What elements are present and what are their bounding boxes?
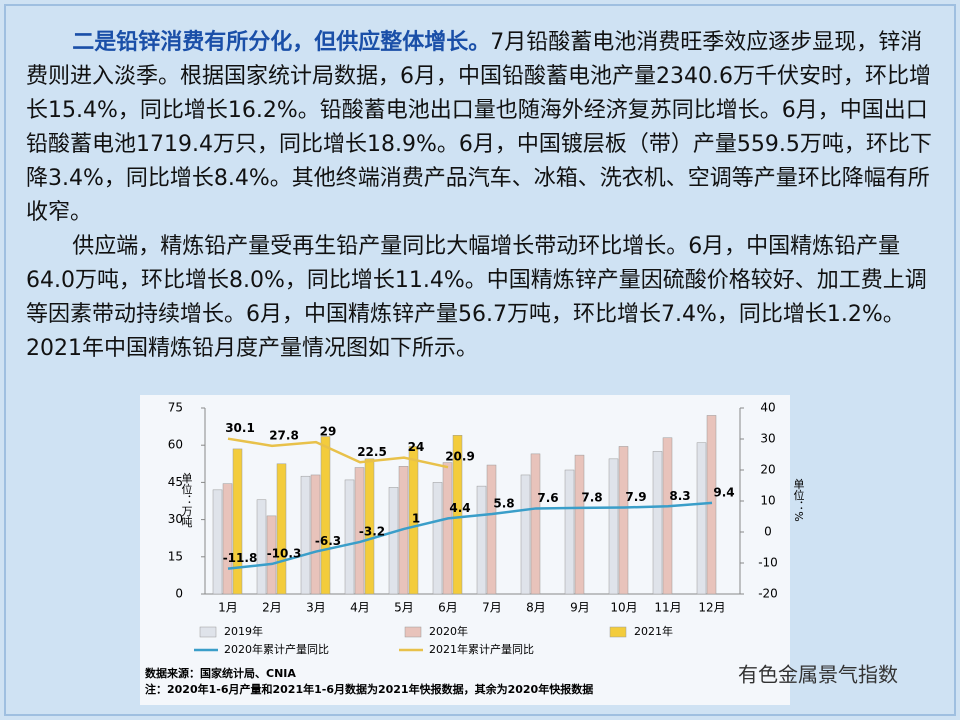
y-tick-label: 30 <box>168 512 183 526</box>
legend-label: 2021年 <box>634 624 673 638</box>
bar <box>652 451 663 595</box>
line <box>227 437 449 469</box>
bar <box>300 475 311 595</box>
bar <box>530 453 541 595</box>
data-label: 1 <box>412 511 420 525</box>
frame <box>4 4 956 716</box>
source: 数据来源：国家统计局、CNIA <box>145 666 296 680</box>
legend-label: 2020年累计产量同比 <box>224 642 329 656</box>
bar <box>696 442 707 595</box>
x-tick-label: 8月 <box>526 601 546 615</box>
bar <box>476 485 487 595</box>
y2-axis-label: 单位：% <box>792 478 805 522</box>
bar <box>574 454 585 595</box>
x-tick-label: 12月 <box>698 601 725 615</box>
bar <box>320 436 331 595</box>
x-tick-label: 6月 <box>438 601 458 615</box>
data-label: 29 <box>320 425 337 439</box>
x-tick-label: 2月 <box>262 601 282 615</box>
x-tick-label: 4月 <box>350 601 370 615</box>
x-tick-label: 5月 <box>394 601 414 615</box>
data-label: 8.3 <box>669 489 690 503</box>
x-tick-label: 11月 <box>654 601 681 615</box>
data-label: 20.9 <box>445 450 475 464</box>
bar <box>256 499 267 595</box>
bar <box>222 483 233 595</box>
y2-tick-label: 30 <box>760 432 775 446</box>
y2-tick-label: -20 <box>758 587 778 601</box>
bar <box>618 446 629 595</box>
legend-swatch <box>609 626 627 638</box>
y2-tick-label: 40 <box>760 401 775 415</box>
y-tick-label: 45 <box>168 475 183 489</box>
x-tick-label: 3月 <box>306 601 326 615</box>
bar <box>388 487 399 595</box>
bar <box>608 458 619 595</box>
bar <box>520 474 531 595</box>
y2-tick-label: 0 <box>764 525 772 539</box>
data-label: 7.9 <box>625 490 646 504</box>
text-body: 二是铅锌消费有所分化，但供应整体增长。7月铅酸蓄电池消费旺季效应逐步显现，锌消费… <box>26 26 936 366</box>
bar <box>364 458 375 595</box>
bar <box>212 489 223 595</box>
line <box>227 501 713 570</box>
y2-tick-label: 20 <box>760 463 775 477</box>
legend-label: 2020年 <box>429 624 468 638</box>
data-label: 27.8 <box>269 428 299 442</box>
watermark: 有色金属景气指数 <box>738 663 898 687</box>
y2-tick-label: 10 <box>760 494 775 508</box>
legend-label: 2021年累计产量同比 <box>429 642 534 656</box>
x-tick-label: 7月 <box>482 601 502 615</box>
data-label: 24 <box>408 440 425 454</box>
bar <box>408 446 419 595</box>
x-tick-label: 10月 <box>610 601 637 615</box>
data-label: -11.8 <box>223 551 258 565</box>
data-label: 7.6 <box>537 491 558 505</box>
legend-swatch <box>199 626 217 638</box>
y-tick-label: 0 <box>175 587 183 601</box>
chart-background <box>140 395 790 705</box>
data-label: 30.1 <box>225 421 255 435</box>
data-label: 7.8 <box>581 490 602 504</box>
data-label: -10.3 <box>267 546 302 560</box>
lead: 二是铅锌消费有所分化，但供应整体增长。 <box>72 30 491 55</box>
note: 注：2020年1-6月产量和2021年1-6月数据为2021年快报数据，其余为2… <box>145 682 593 696</box>
bar <box>564 469 575 595</box>
data-label: -3.2 <box>359 524 385 538</box>
bar <box>276 463 287 595</box>
y-tick-label: 15 <box>168 549 183 563</box>
data-label: -6.3 <box>315 534 341 548</box>
data-label: 9.4 <box>713 485 734 499</box>
bar <box>354 467 365 595</box>
legend-swatch <box>404 626 422 638</box>
bar <box>486 464 497 595</box>
bar <box>452 435 463 595</box>
bar <box>662 437 673 595</box>
legend-label: 2019年 <box>224 624 263 638</box>
data-label: 4.4 <box>449 501 470 515</box>
bar <box>344 479 355 595</box>
paragraph: 二是铅锌消费有所分化，但供应整体增长。7月铅酸蓄电池消费旺季效应逐步显现，锌消费… <box>26 26 936 230</box>
bar <box>432 482 443 595</box>
bar <box>706 415 717 595</box>
y-tick-label: 75 <box>168 401 183 415</box>
x-tick-label: 1月 <box>218 601 238 615</box>
paragraph: 供应端，精炼铅产量受再生铅产量同比大幅增长带动环比增长。6月，中国精炼铅产量64… <box>26 230 936 366</box>
paragraph-body: 供应端，精炼铅产量受再生铅产量同比大幅增长带动环比增长。6月，中国精炼铅产量64… <box>26 234 927 361</box>
bar <box>310 474 321 595</box>
bar <box>266 515 277 595</box>
y-tick-label: 60 <box>168 438 183 452</box>
data-label: 5.8 <box>493 497 514 511</box>
bar <box>232 448 243 595</box>
data-label: 22.5 <box>357 445 387 459</box>
y2-tick-label: -10 <box>758 556 778 570</box>
x-tick-label: 9月 <box>570 601 590 615</box>
bar <box>442 462 453 595</box>
paragraph-body: 7月铅酸蓄电池消费旺季效应逐步显现，锌消费则进入淡季。根据国家统计局数据，6月，… <box>26 30 932 225</box>
y-axis-label: 单位：万吨 <box>180 472 193 527</box>
